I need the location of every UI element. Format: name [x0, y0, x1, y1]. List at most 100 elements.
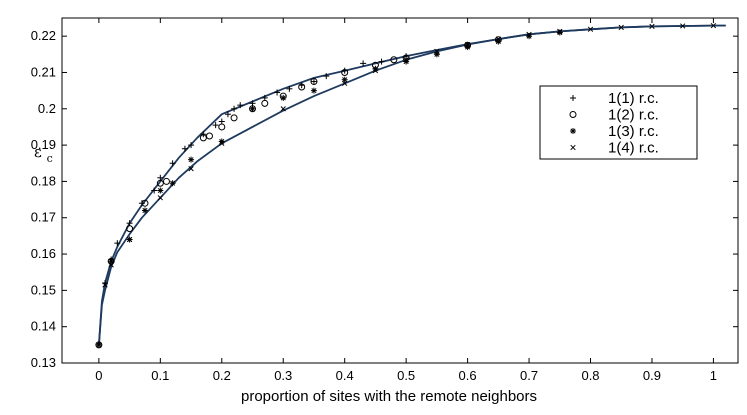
data-point-plus	[231, 105, 238, 112]
x-tick-label: 0.1	[151, 368, 169, 383]
y-tick-label: 0.16	[31, 246, 56, 261]
x-tick-label: 0.6	[459, 368, 477, 383]
data-point-cross	[557, 28, 563, 35]
data-point-plus	[224, 111, 231, 118]
data-point-plus	[274, 89, 281, 96]
y-tick-label: 0.15	[31, 282, 56, 297]
x-tick-label: 0.5	[397, 368, 415, 383]
data-point-circle	[218, 123, 226, 131]
y-tick-label: 0.17	[31, 210, 56, 225]
data-point-plus	[360, 60, 367, 67]
data-point-cross	[618, 24, 624, 31]
data-point-circle	[156, 179, 164, 187]
data-point-circle	[341, 68, 349, 76]
data-point-plus	[181, 145, 188, 152]
legend-item: 1(2) r.c.	[569, 107, 659, 124]
data-point-asterisk	[280, 94, 287, 101]
data-point-plus	[200, 131, 207, 138]
y-tick-label: 0.22	[31, 28, 56, 43]
upper-curve	[98, 24, 726, 345]
x-tick-label: 0.8	[581, 368, 599, 383]
lower-curve	[98, 24, 726, 345]
data-point-asterisk	[249, 105, 256, 112]
x-tick-label: 0.3	[274, 368, 292, 383]
y-tick-label: 0.13	[31, 355, 56, 370]
data-point-cross	[403, 57, 409, 63]
data-point-plus	[323, 73, 330, 80]
x-tick-label: 0.2	[213, 368, 231, 383]
y-tick-label: 0.14	[31, 319, 56, 334]
data-point-cross	[464, 41, 471, 48]
x-tick-label: 0	[95, 368, 102, 383]
data-point-asterisk	[169, 180, 176, 187]
legend-label: 1(3) r.c.	[608, 123, 659, 140]
x-tick-label: 0.4	[336, 368, 354, 383]
y-axis: 0.13 0.14 0.15 0.16 0.17 0.18 0.19 0.2 0.21 0.22	[31, 28, 738, 370]
data-point-cross	[280, 106, 286, 112]
data-point-circle	[205, 132, 213, 140]
y-axis-label: ε c	[34, 143, 53, 165]
data-point-circle	[390, 56, 398, 64]
data-point-cross	[108, 262, 114, 268]
series-4	[96, 22, 717, 348]
legend-item: 1(1) r.c.	[570, 90, 659, 107]
data-point-cross	[495, 36, 501, 42]
legend-marker-cross	[570, 144, 576, 151]
data-point-plus	[212, 122, 219, 129]
data-point-cross	[96, 342, 102, 348]
legend-box	[539, 85, 698, 160]
data-point-circle	[261, 99, 269, 107]
fitted-curves	[98, 24, 726, 345]
data-point-cross	[587, 26, 594, 32]
data-point-circle	[298, 83, 306, 91]
data-point-cross	[710, 22, 717, 29]
legend-item: 1(3) r.c.	[570, 123, 659, 140]
legend-label: 1(2) r.c.	[608, 107, 659, 124]
legend-item: 1(4) r.c.	[570, 140, 659, 157]
data-point-circle	[141, 199, 149, 207]
legend-label: 1(1) r.c.	[608, 90, 659, 107]
data-point-cross	[526, 31, 532, 37]
y-tick-label: 0.21	[31, 64, 56, 79]
data-point-circle	[310, 78, 318, 86]
x-axis-label: proportion of sites with the remote neig…	[241, 388, 537, 405]
data-point-plus	[114, 240, 121, 247]
data-point-cross	[157, 195, 163, 201]
x-tick-label: 1	[710, 368, 717, 383]
data-point-cross	[434, 48, 440, 55]
data-point-circle	[126, 225, 134, 233]
x-axis: 0 0.1 0.2 0.3 0.4 0.5 0.6 0.7 0.8 0.9 1	[95, 18, 717, 383]
data-point-plus	[310, 78, 317, 85]
data-point-asterisk	[556, 29, 563, 36]
data-point-plus	[237, 102, 244, 109]
data-point-plus	[378, 58, 385, 65]
data-point-asterisk	[310, 87, 317, 94]
x-tick-label: 0.9	[643, 368, 661, 383]
data-markers	[95, 22, 717, 349]
legend-label: 1(4) r.c.	[608, 140, 659, 157]
data-point-circle	[199, 134, 207, 142]
x-tick-label: 0.7	[520, 368, 538, 383]
y-tick-label: 0.2	[38, 101, 56, 116]
legend-marker-circle	[569, 111, 577, 118]
data-point-asterisk	[157, 187, 164, 194]
legend: 1(1) r.c.1(2) r.c.1(3) r.c.1(4) r.c.	[539, 85, 698, 160]
data-point-plus	[169, 160, 176, 167]
data-point-cross	[342, 80, 348, 87]
y-axis-label-symbol: ε	[34, 143, 42, 161]
data-point-cross	[680, 23, 686, 29]
data-point-plus	[151, 187, 158, 194]
data-point-cross	[649, 23, 655, 30]
data-point-cross	[126, 236, 133, 243]
data-point-circle	[162, 177, 170, 185]
data-point-cross	[372, 68, 379, 74]
data-point-cross	[102, 282, 108, 288]
data-point-circle	[230, 114, 238, 122]
y-tick-label: 0.19	[31, 137, 56, 152]
data-point-asterisk	[433, 51, 440, 58]
data-point-plus	[188, 142, 195, 149]
data-point-asterisk	[188, 156, 195, 163]
data-point-cross	[219, 140, 225, 146]
data-point-plus	[286, 85, 293, 92]
